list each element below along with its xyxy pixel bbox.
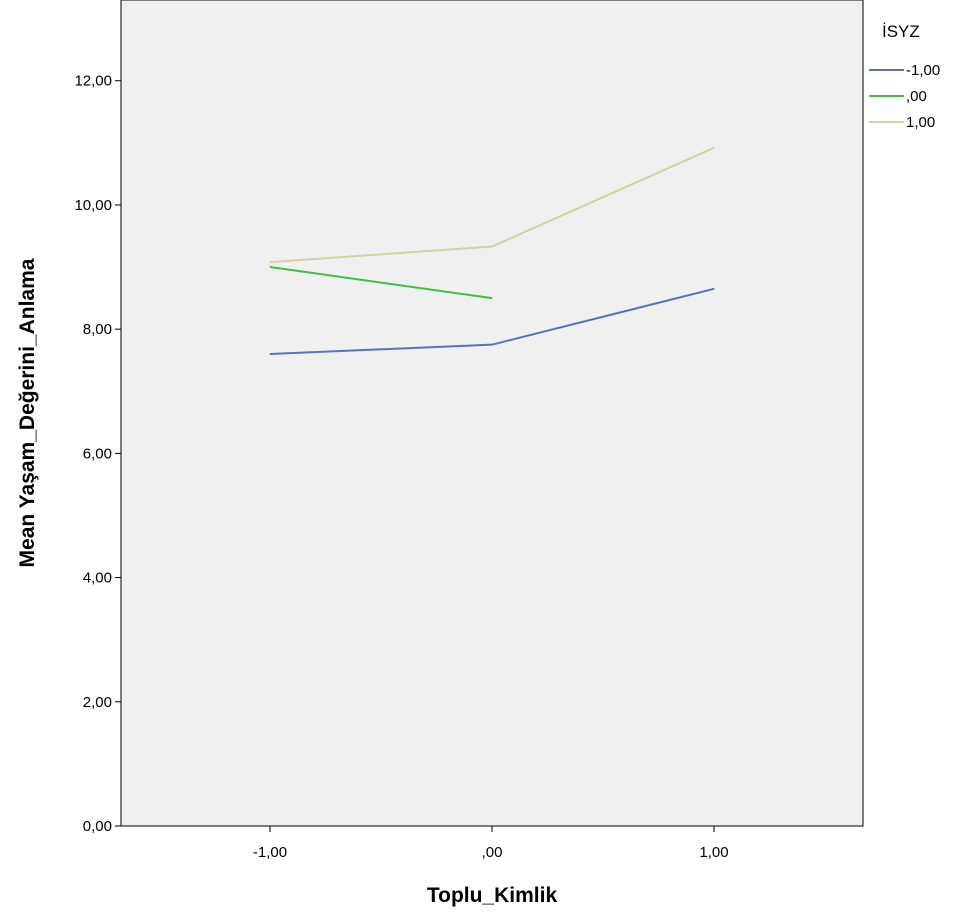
y-tick-label: 2,00 [83,694,112,711]
y-axis: 0,00 2,00 4,00 6,00 8,00 10,00 12,00 [74,0,122,835]
series-2-point [491,246,493,248]
x-tick-label: -1,00 [253,844,287,861]
series-0-point [491,344,493,346]
series-0-point [713,288,715,290]
legend-label: ,00 [906,88,927,105]
y-tick-label: 12,00 [74,73,112,90]
x-axis: -1,00 ,00 1,00 [121,825,863,861]
x-tick-label: 1,00 [699,844,728,861]
y-axis-title: Mean Yaşam_Değerini_Anlama [16,258,39,567]
series-1-point [269,266,271,268]
y-ticks: 0,00 2,00 4,00 6,00 8,00 10,00 12,00 [74,73,121,835]
series-lines [269,146,715,355]
legend: İSYZ -1,00 ,00 1,00 [869,22,940,131]
series-0-point [269,353,271,355]
legend-title: İSYZ [882,22,920,41]
plot-area [120,0,864,827]
legend-items: -1,00 ,00 1,00 [869,62,940,131]
series-2-point [713,147,715,149]
x-axis-title: Toplu_Kimlik [427,884,558,907]
x-tick-label: ,00 [482,844,503,861]
y-tick-label: 4,00 [83,570,112,587]
series-2-point [269,261,271,263]
y-tick-label: 8,00 [83,321,112,338]
series-1-point [491,297,493,299]
series-line-1 [269,266,493,300]
y-tick-label: 0,00 [83,818,112,835]
y-tick-label: 10,00 [74,197,112,214]
x-ticks: -1,00 ,00 1,00 [253,826,729,861]
legend-label: -1,00 [906,62,940,79]
legend-label: 1,00 [906,114,935,131]
y-tick-label: 6,00 [83,445,112,462]
